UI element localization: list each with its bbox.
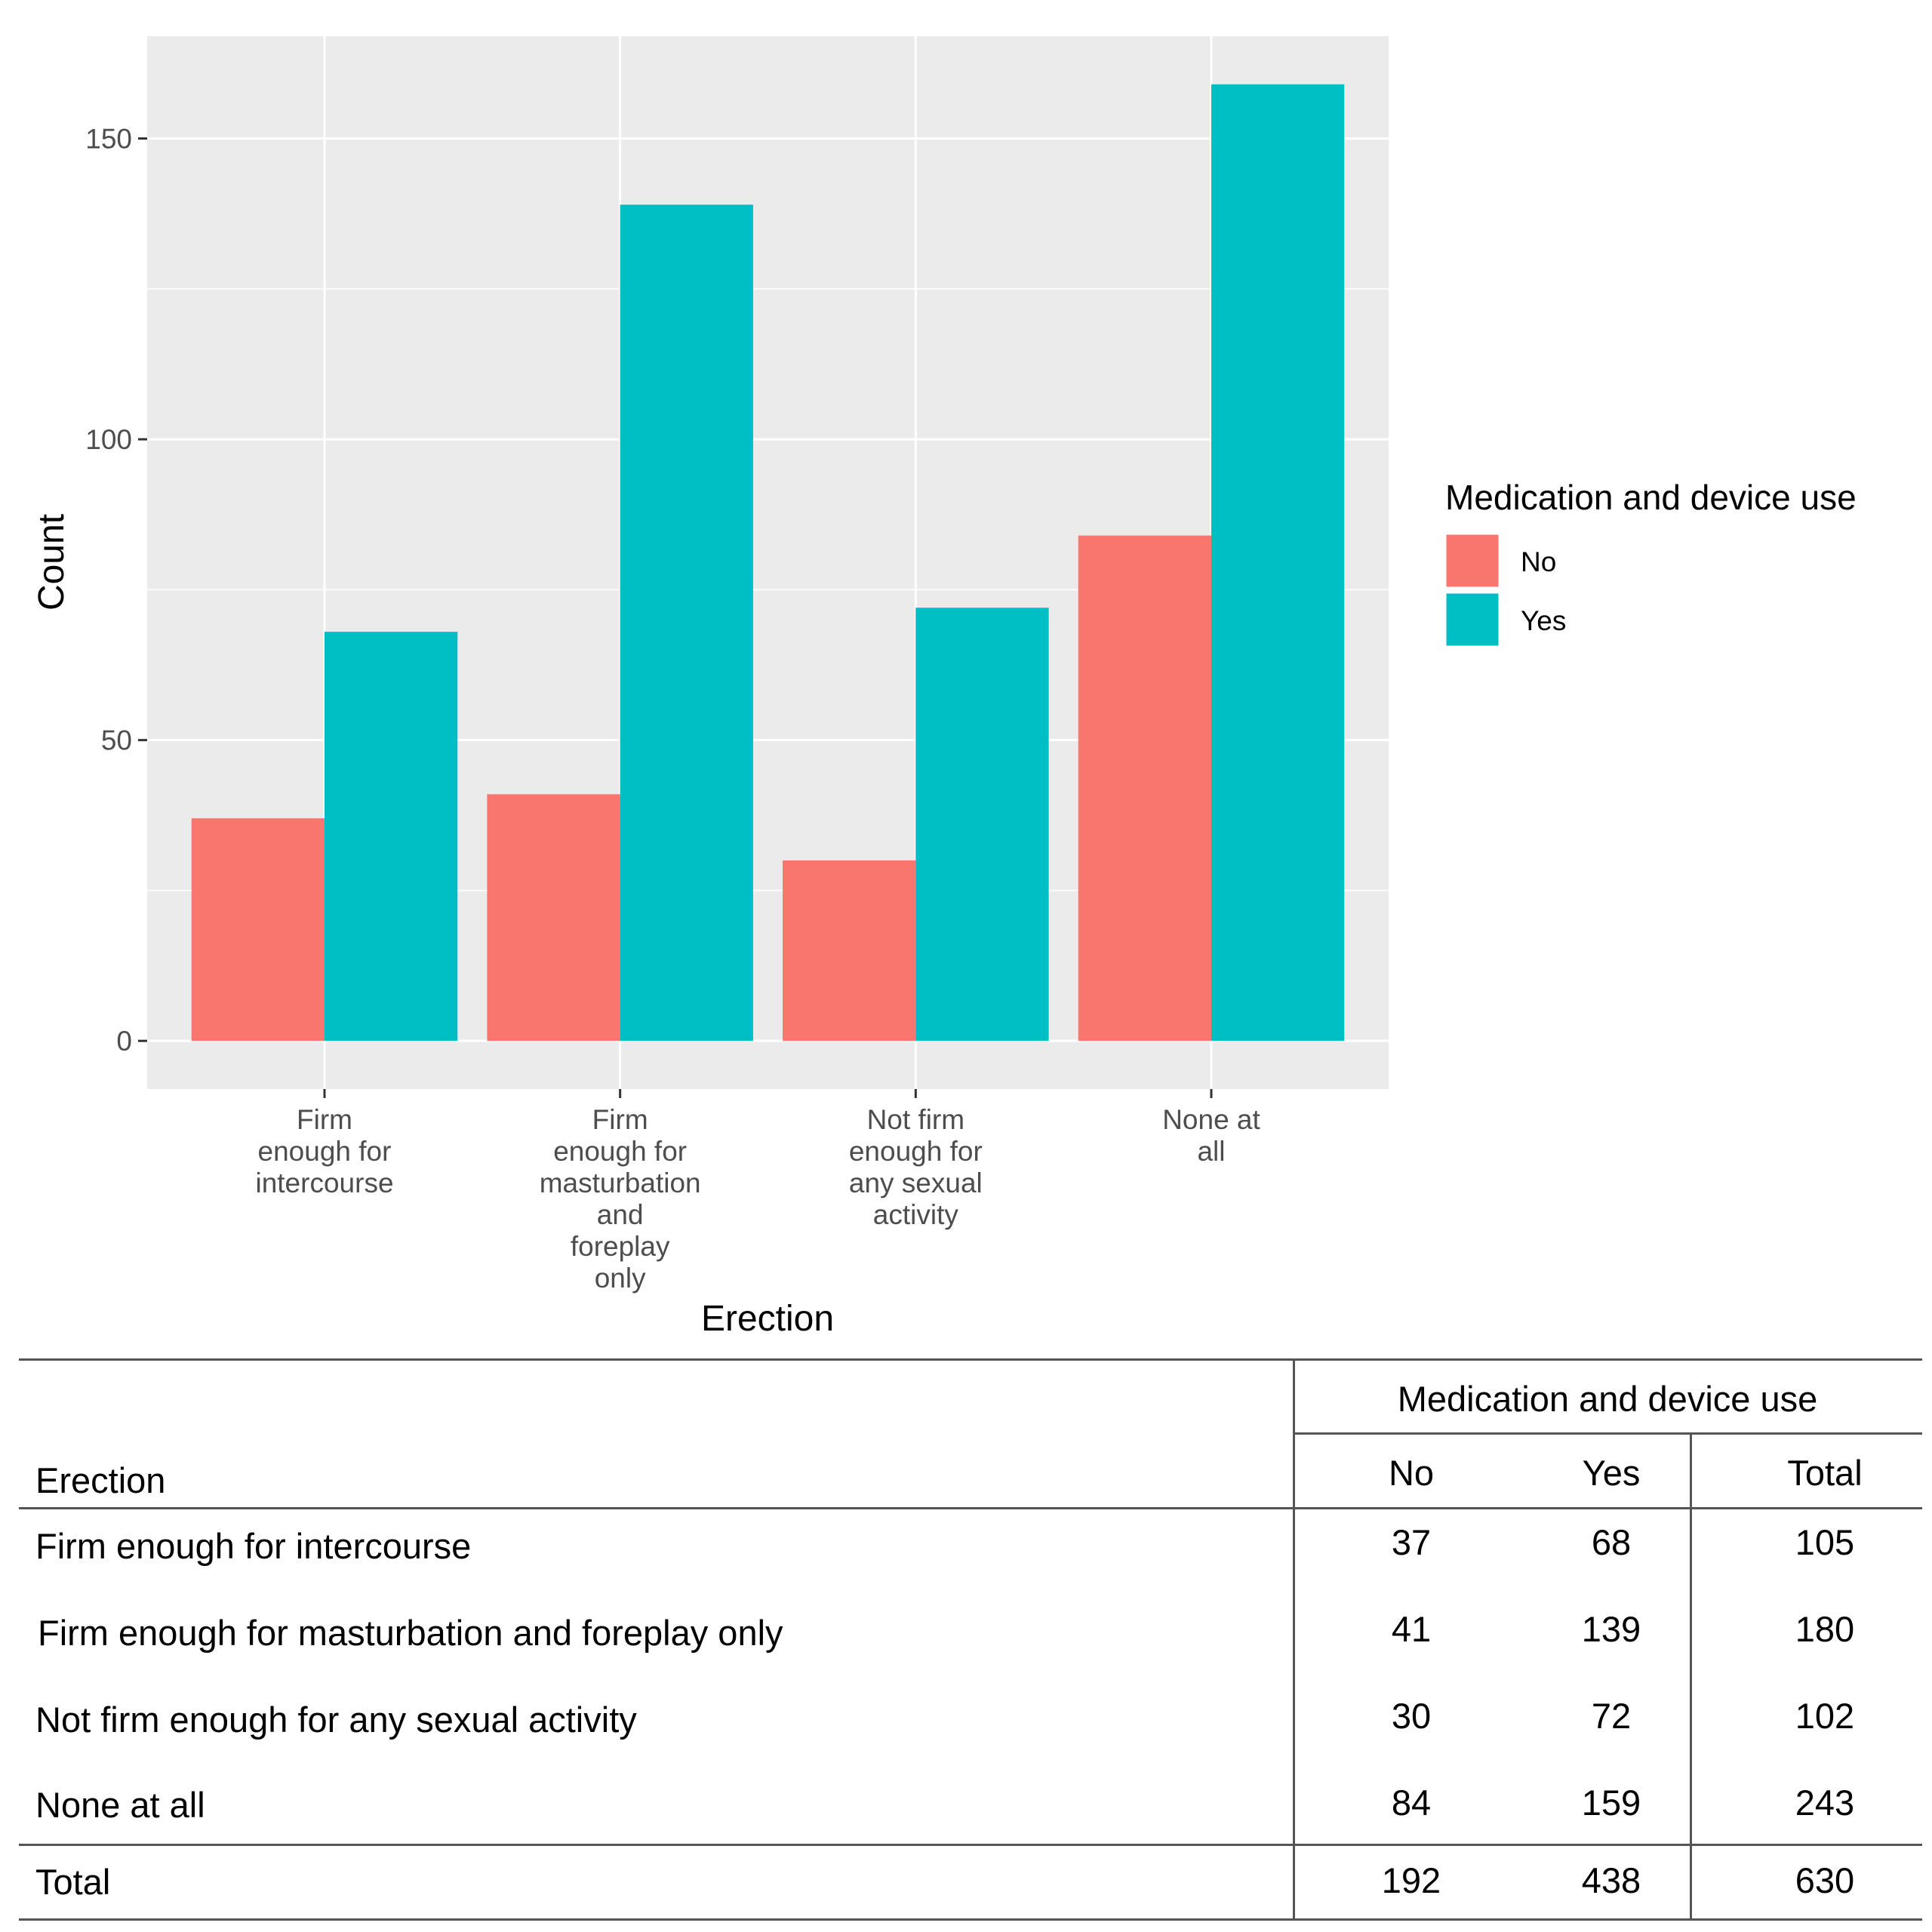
bar-no-3 (1078, 535, 1211, 1041)
y-tick-label: 100 (85, 424, 132, 455)
y-axis-title: Count (32, 514, 72, 611)
summary-table: Medication and device use Erection No Ye… (19, 1358, 1922, 1921)
legend-key-yes (1444, 591, 1501, 648)
table-cell: 72 (1591, 1696, 1632, 1736)
bar-yes-0 (325, 632, 458, 1041)
bars (191, 84, 1345, 1041)
table-row-label: None at all (35, 1785, 205, 1825)
table-col-header-yes: Yes (1582, 1453, 1641, 1493)
table-total-cell: 630 (1795, 1860, 1855, 1900)
legend-label-no: No (1521, 546, 1556, 577)
table-row-label: Firm enough for intercourse (35, 1526, 472, 1566)
table-cell: 37 (1391, 1522, 1432, 1562)
y-tick-label: 50 (101, 725, 132, 756)
table-cell: 180 (1795, 1609, 1855, 1649)
bar-no-1 (487, 794, 620, 1041)
table-cell: 68 (1591, 1522, 1632, 1562)
x-tick-label: Not firm enough for any sexual activity (849, 1104, 983, 1230)
table-cell: 41 (1391, 1609, 1432, 1649)
legend-title: Medication and device use (1445, 478, 1857, 517)
table-total-cell: 192 (1381, 1860, 1441, 1900)
table-total-label: Total (35, 1862, 111, 1902)
bar-yes-2 (915, 608, 1049, 1041)
table-row-label: Not firm enough for any sexual activity (35, 1700, 637, 1740)
x-tick-label: Firm enough for intercourse (255, 1104, 393, 1198)
table-cell: 139 (1581, 1609, 1641, 1649)
legend: No Yes (1444, 532, 1566, 648)
table-cell: 30 (1391, 1696, 1432, 1736)
table-col-header-total: Total (1787, 1453, 1863, 1493)
y-tick-label: 0 (116, 1026, 132, 1057)
table-cell: 243 (1795, 1783, 1855, 1823)
table-group-header: Medication and device use (1397, 1379, 1818, 1419)
y-tick-label: 150 (85, 124, 132, 155)
x-axis-title: Erection (701, 1299, 834, 1339)
bar-yes-1 (620, 205, 753, 1041)
table-cell: 159 (1581, 1783, 1641, 1823)
table-cell: 105 (1795, 1522, 1855, 1562)
table-col-header-no: No (1388, 1453, 1435, 1493)
table-cell: 102 (1795, 1696, 1855, 1736)
bar-yes-3 (1211, 84, 1345, 1041)
table-row-label: Firm enough for masturbation and forepla… (38, 1613, 783, 1653)
table-cell: 84 (1391, 1783, 1432, 1823)
bar-no-0 (191, 818, 325, 1041)
x-tick-label: None at all (1162, 1104, 1260, 1167)
y-axis: 0 50 100 150 (85, 124, 147, 1057)
bar-no-2 (783, 860, 916, 1041)
legend-label-yes: Yes (1521, 605, 1566, 636)
table-row-header: Erection (35, 1460, 166, 1500)
x-axis: Firm enough for intercourse Firm enough for m… (255, 1089, 1261, 1294)
x-tick-label: Firm enough for masturbation and foreplay onl… (540, 1104, 701, 1294)
table-total-cell: 438 (1581, 1860, 1641, 1900)
legend-key-no (1444, 532, 1501, 589)
